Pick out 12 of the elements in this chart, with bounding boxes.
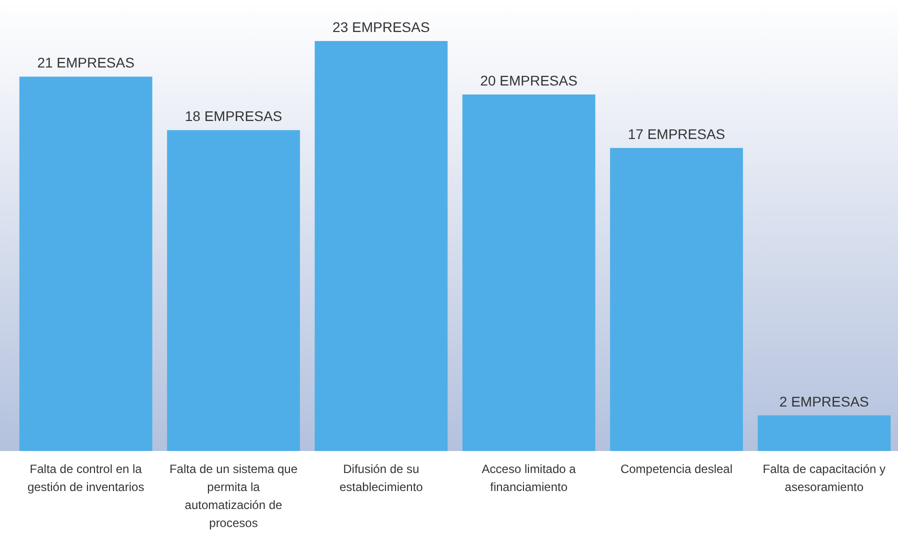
x-tick-label: Falta de un sistema que permita la automatización de procesos	[169, 462, 298, 530]
data-label: 21 EMPRESAS	[37, 54, 134, 71]
data-label: 17 EMPRESAS	[628, 126, 726, 142]
x-tick-label: Difusión de su establecimiento	[339, 462, 424, 494]
x-tick-label: Falta de control en la gestión de inventarios	[27, 462, 144, 494]
data-label: 20 EMPRESAS	[480, 72, 578, 88]
data-label: 23 EMPRESAS	[332, 19, 430, 35]
x-tick-label: Falta de capacitación y asesoramiento	[762, 462, 886, 494]
x-tick-label: Competencia desleal	[620, 462, 733, 476]
x-tick-label: Acceso limitado a financiamiento	[482, 462, 576, 494]
data-label: 2 EMPRESAS	[779, 393, 869, 410]
data-label: 18 EMPRESAS	[184, 108, 282, 124]
